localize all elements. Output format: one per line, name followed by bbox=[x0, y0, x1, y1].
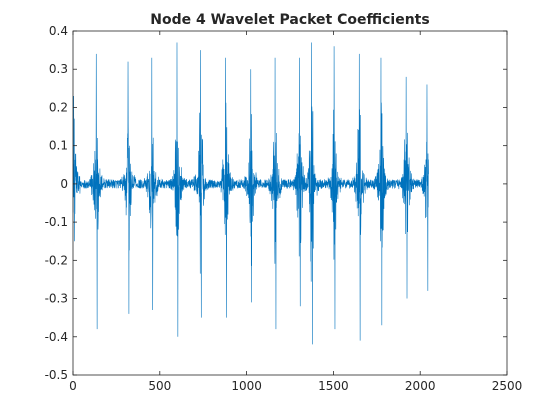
series-line bbox=[72, 42, 429, 345]
y-tick-label: -0.4 bbox=[45, 330, 68, 344]
y-tick-label: 0.1 bbox=[49, 139, 68, 153]
y-tick-label: 0 bbox=[60, 177, 68, 191]
chart-title: Node 4 Wavelet Packet Coefficients bbox=[150, 12, 429, 28]
y-tick-label: -0.1 bbox=[45, 215, 68, 229]
y-tick-label: 0.4 bbox=[49, 24, 68, 38]
y-tick-label: -0.2 bbox=[45, 253, 68, 267]
x-tick-label: 0 bbox=[69, 379, 77, 393]
x-tick-label: 2500 bbox=[492, 379, 523, 393]
x-tick-label: 1000 bbox=[231, 379, 262, 393]
y-tick-label: 0.3 bbox=[49, 62, 68, 76]
y-tick-label: -0.5 bbox=[45, 368, 68, 382]
axes-background bbox=[73, 31, 507, 375]
series-layer bbox=[72, 42, 429, 345]
x-tick-label: 500 bbox=[148, 379, 171, 393]
y-tick-label: -0.3 bbox=[45, 292, 68, 306]
x-tick-label: 1500 bbox=[318, 379, 349, 393]
x-tick-label: 2000 bbox=[405, 379, 436, 393]
axes-box bbox=[72, 30, 508, 376]
tick-layer: 0 500 1000 1500 2000 2500 -0.5 -0.4 -0.3 -0.2 -0.1… bbox=[45, 24, 523, 393]
y-tick-label: 0.2 bbox=[49, 100, 68, 114]
